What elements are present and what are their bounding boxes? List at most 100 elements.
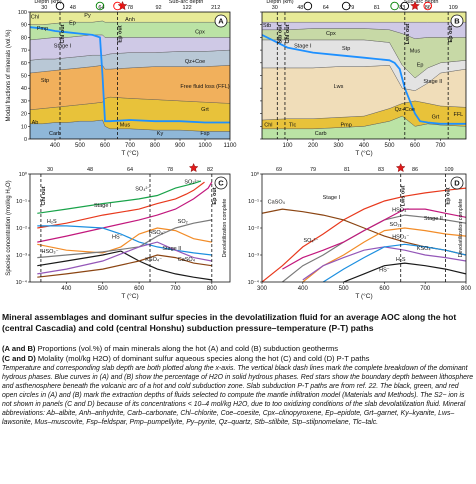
panel-a-top-tick-5: 122 <box>183 5 192 11</box>
panel-a-circle-1 <box>95 1 105 11</box>
panel-c-frame <box>29 173 231 283</box>
panel-d-series-4 <box>302 227 466 282</box>
panel-c-letter: C <box>218 179 224 188</box>
panel-b-label-8: Qz+Coe <box>395 107 415 113</box>
panel-b-label-10: Chl <box>264 122 272 128</box>
panel-a-letter-circle <box>214 14 228 28</box>
panel-a-xtick-label-0: 400 <box>50 143 61 149</box>
panel-b-water-curve <box>262 34 466 125</box>
panel-c-ytick-label-1: 10⁻³ <box>16 253 27 259</box>
panel-b-label-4: Mus <box>410 49 421 55</box>
panel-a-vline-label-1: Ep out <box>118 25 124 42</box>
panel-a-label-0: Chl <box>31 14 39 20</box>
panel-b-label-9: Grt <box>432 115 440 121</box>
panel-d-top-tick-2: 81 <box>344 167 350 173</box>
panel-c-xtick-label-2: 600 <box>134 286 145 292</box>
panel-a-ytick-label-2: 20 <box>21 112 27 118</box>
panel-c-ylabel: Species concentration (mol/kg H₂O) <box>6 180 12 275</box>
panel-c-side-text: Devolatilization complete <box>222 199 228 258</box>
panel-d-letter-circle <box>450 176 464 190</box>
panel-c-label-2: Stage I <box>94 203 112 209</box>
panel-d-letter: D <box>454 179 460 188</box>
panel-b-xtick-label-0: 100 <box>282 143 293 149</box>
panel-b-vline-label-2: Lws out <box>405 23 411 44</box>
caption-title: Mineral assemblages and dominant sulfur … <box>2 312 457 333</box>
panel-a-ytick-label-7: 70 <box>21 48 27 54</box>
panel-a-xlabel: T (°C) <box>121 149 138 157</box>
panel-a-xtick-label-6: 1000 <box>198 143 212 149</box>
panel-b-top-tick-3: 79 <box>348 5 354 11</box>
panel-a-ytick-label-10: 100 <box>18 10 27 16</box>
panel-a-label-3: Anh <box>125 17 135 23</box>
panel-d-top-tick-1: 79 <box>310 167 316 173</box>
panel-c-top-tick-1: 48 <box>87 167 93 173</box>
panel-b-xtick-label-6: 700 <box>435 143 446 149</box>
panel-d-vline-label-1: Ep out <box>446 187 452 204</box>
panel-a-water-curve <box>30 26 230 124</box>
panel-d-label-9: HS⁻ <box>379 267 390 273</box>
panel-b-label-2: Stp <box>342 46 350 52</box>
panel-a-xtick-label-2: 600 <box>100 143 111 149</box>
panel-d-top-tick-0: 69 <box>276 167 282 173</box>
panel-b-star-0 <box>410 0 420 11</box>
panel-d-label-5: SO₄²⁻ <box>303 238 318 244</box>
panel-c-top-tick-4: 82 <box>207 167 213 173</box>
panel-a-top-tick-6: 212 <box>211 5 220 11</box>
caption-ab-label: (A and B) <box>2 344 36 353</box>
panel-b-top-tick-0: 30 <box>272 5 278 11</box>
panel-b-letter-circle <box>450 14 464 28</box>
panel-b-top-tick-7: 109 <box>449 5 458 11</box>
panel-c-top-tick-0: 30 <box>47 167 53 173</box>
panel-c-label-4: HSO₄⁻ <box>149 230 166 236</box>
panel-a-vline-label-0: Chl out <box>60 24 66 43</box>
caption-cd-text: Molality (mol/kg H2O) of dominant sulfur… <box>35 354 370 363</box>
panel-a-ytick-label-6: 60 <box>21 61 27 67</box>
panel-d-xtick-label-0: 300 <box>257 286 268 292</box>
panel-c-ytick-label-2: 10⁻² <box>16 226 27 232</box>
panel-d-ytick-label-0: 10⁻⁴ <box>248 279 260 286</box>
panel-a-ylabel: Modal fractions of minerals (vol.%) <box>6 29 12 121</box>
panel-a-top-tick-1: 48 <box>70 5 76 11</box>
panel-a-label-1: Ep <box>69 21 76 27</box>
panel-b-letter: B <box>454 17 460 26</box>
panel-c-ytick-label-3: 10⁻¹ <box>16 199 27 205</box>
panel-a-xtick-label-3: 700 <box>125 143 136 149</box>
panel-b-label-1: Cpx <box>326 31 336 37</box>
panel-a-label-9: Free fluid loss (FFL) <box>180 84 229 90</box>
panel-c-label-5: HS⁻ <box>112 235 123 241</box>
panel-d-label-4: SO₂ <box>390 222 400 228</box>
panel-c-ytick-label-4: 10⁰ <box>19 171 28 178</box>
panel-c-plot-area <box>37 180 213 281</box>
panel-a-circle-2 <box>113 1 122 11</box>
panel-a-sub-arc-label: Sub-arc depth <box>169 0 204 5</box>
panel-b-label-13: Carb <box>315 131 327 137</box>
panel-a-label-11: Ab <box>32 120 39 126</box>
panel-b-circle-2 <box>390 1 399 11</box>
panel-c-series-2 <box>37 181 213 243</box>
panel-a-label-4: Pmp <box>37 26 48 32</box>
panel-b-xtick-label-3: 400 <box>359 143 370 149</box>
panel-b-label-0: Stb <box>263 23 271 29</box>
panel-d-ytick-label-2: 10⁻² <box>248 226 259 232</box>
panel-a-xtick-label-1: 500 <box>75 143 86 149</box>
panel-b-top-tick-2: 64 <box>323 5 329 11</box>
panel-d-vline-label-0: Lws out <box>401 185 407 206</box>
panel-a-top-tick-3: 78 <box>127 5 133 11</box>
panel-a-band-6 <box>30 12 230 25</box>
panel-a-xtick-label-4: 800 <box>150 143 161 149</box>
caption-panels-cd: (C and D) Molality (mol/kg H2O) of domin… <box>2 354 474 364</box>
panel-b-band-6 <box>262 12 466 23</box>
panel-d-plot-area <box>262 187 466 282</box>
panel-b-label-5: Ep <box>417 63 424 69</box>
panel-c-top-tick-2: 64 <box>127 167 133 173</box>
caption-body: Temperature and corresponding slab depth… <box>2 365 474 427</box>
panel-d-label-7: KSO₄⁻ <box>417 246 434 252</box>
panel-d-ytick-label-4: 10⁰ <box>251 171 260 178</box>
panel-a-top-axis-label: Depth (km) <box>34 0 61 5</box>
panel-d-series-6 <box>322 243 466 282</box>
panel-c-xtick-label-4: 800 <box>207 286 218 292</box>
panel-a-xtick-label-5: 900 <box>175 143 186 149</box>
panel-c-label-9: KSO₄⁻ <box>145 257 162 263</box>
panel-d-xtick-label-5: 800 <box>461 286 472 292</box>
panel-c-xlabel: T (°C) <box>121 292 138 300</box>
